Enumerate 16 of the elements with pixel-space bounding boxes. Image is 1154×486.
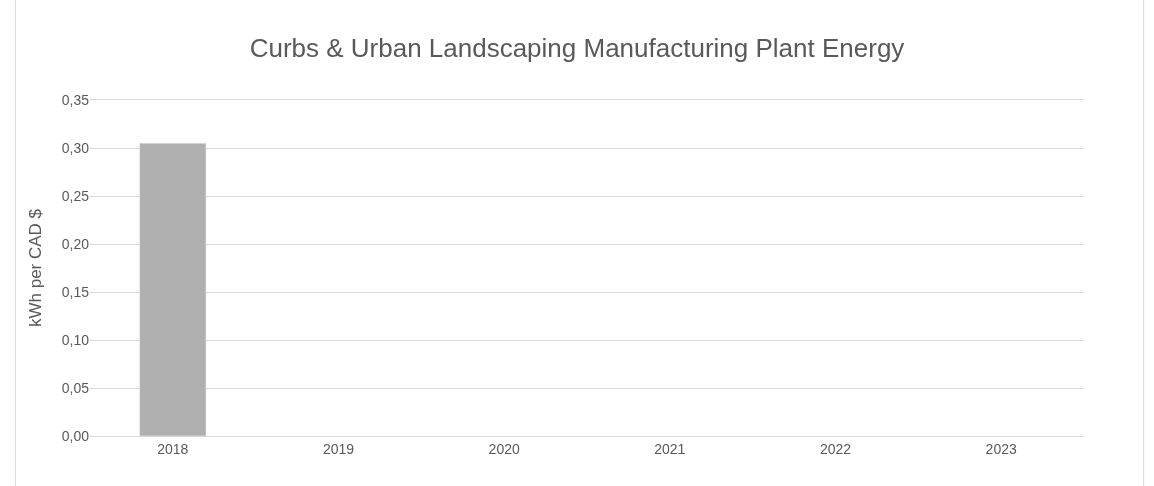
y-tick-label: 0,30 <box>61 139 90 156</box>
y-tick-label: 0,05 <box>61 379 90 396</box>
x-tick-label: 2018 <box>157 440 189 457</box>
x-tick-label: 2019 <box>322 440 355 457</box>
y-tick-label: 0,00 <box>61 427 90 444</box>
x-tick-label: 2021 <box>654 440 686 457</box>
y-tick-label: 0,20 <box>61 235 90 252</box>
y-tick-label: 0,15 <box>61 283 90 300</box>
y-axis-title: kWh per CAD $ <box>26 208 46 328</box>
x-tick-label: 2020 <box>488 440 520 457</box>
y-tick-label: 0,25 <box>61 187 90 204</box>
y-tick-label: 0,10 <box>61 331 90 348</box>
x-tick-label: 2023 <box>985 440 1017 457</box>
y-tick-label: 0,35 <box>61 91 90 108</box>
x-tick-label: 2022 <box>819 440 852 457</box>
chart-title: Curbs & Urban Landscaping Manufacturing Plant Energy <box>249 33 905 64</box>
